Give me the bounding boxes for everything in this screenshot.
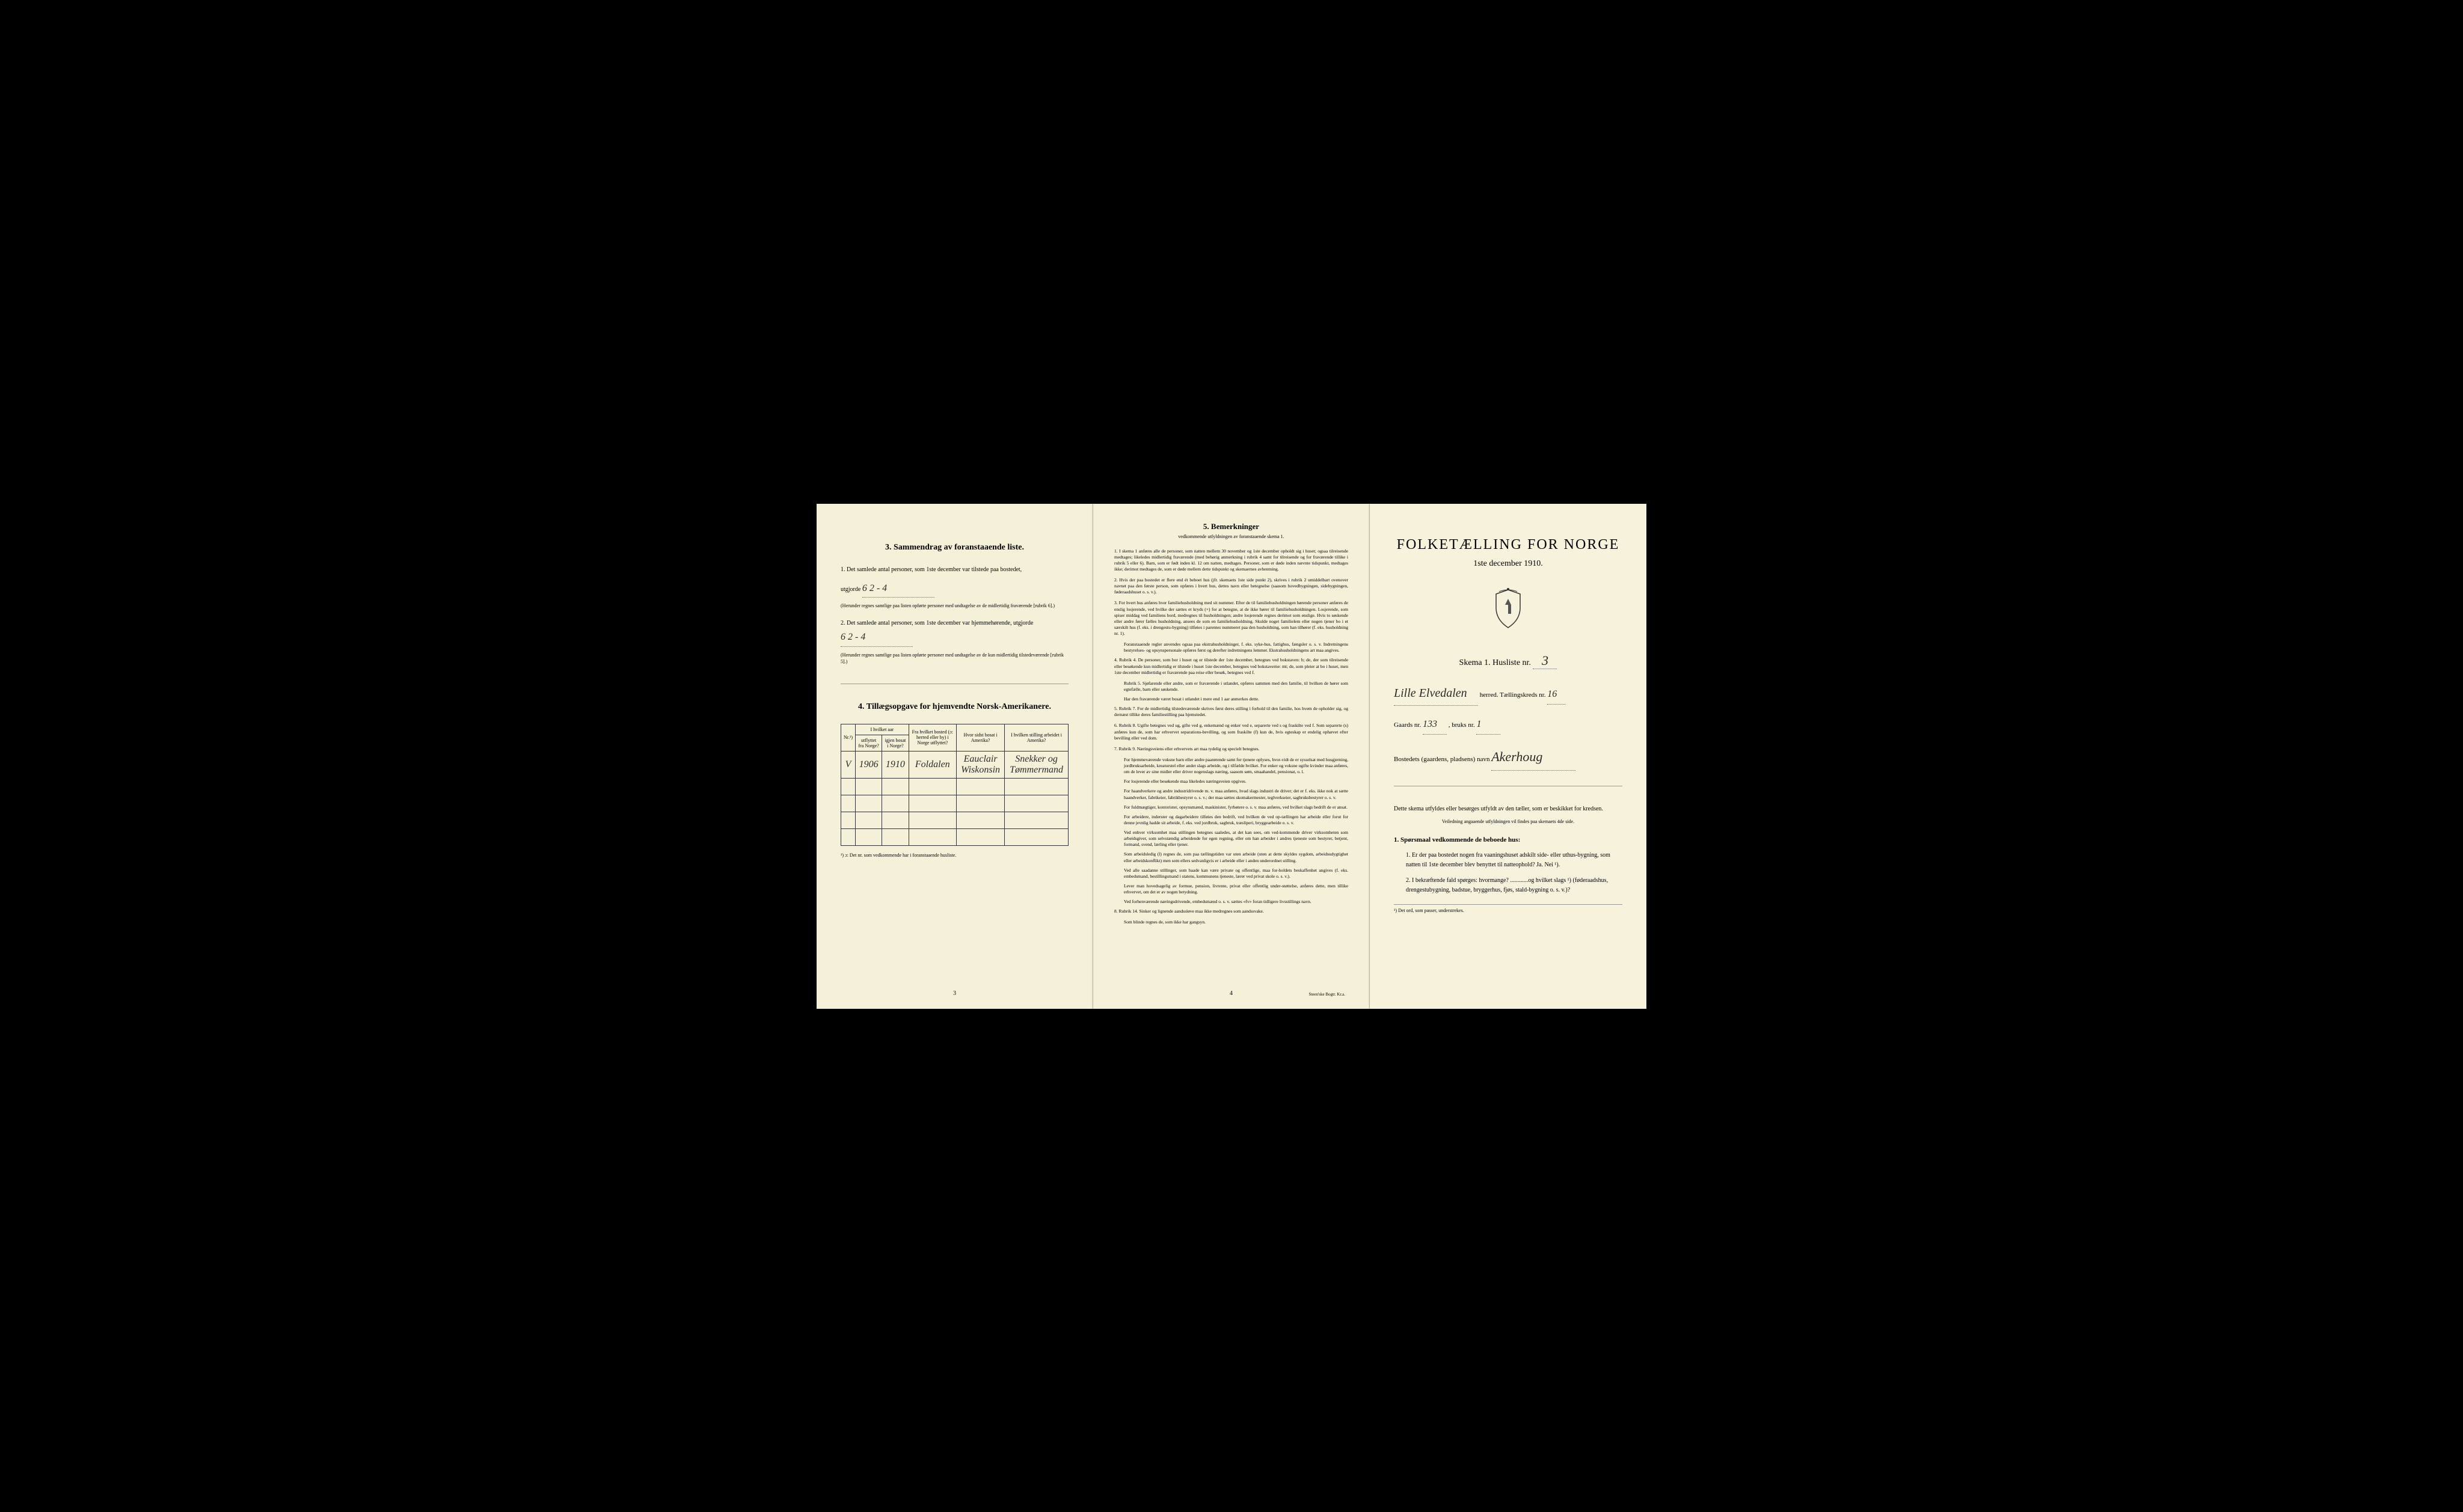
date-subtitle: 1ste december 1910. [1394, 559, 1622, 569]
item1-value: 6 2 - 4 [862, 580, 934, 598]
page-number-2: 4 [1230, 990, 1233, 997]
col-utflyttet: utflyttet fra Norge? [856, 735, 882, 751]
section3-item1: 1. Det samlede antal personer, som 1ste … [841, 565, 1069, 575]
bemerk-item: For hjemmeværende voksne barn eller andr… [1114, 757, 1348, 775]
instruction2: Veiledning angaaende utfyldningen vil fi… [1394, 819, 1622, 824]
bemerk-item: Rubrik 5. Sjøfarende eller andre, som er… [1114, 681, 1348, 693]
table-row [841, 812, 1069, 828]
cell-year2: 1910 [882, 751, 909, 778]
section4-footnote: ¹) ɔ: Det nr. som vedkommende har i fora… [841, 852, 1069, 859]
bosted-line: Bostedets (gaardens, pladsens) navn Aker… [1394, 744, 1622, 771]
main-title: FOLKETÆLLING FOR NORGE [1394, 537, 1622, 553]
bemerk-item: Har den fraværende været bosat i utlande… [1114, 696, 1348, 702]
crest-icon [1394, 587, 1622, 635]
col-bosted: Fra hvilket bosted (ɔ: herred eller by) … [909, 724, 956, 751]
page-number: 3 [953, 990, 956, 997]
gaards-line: Gaards nr. 133 , bruks nr. 1 [1394, 715, 1622, 735]
cell-bosted: Foldalen [909, 751, 956, 778]
table-row [841, 778, 1069, 795]
gaards-nr: 133 [1423, 715, 1447, 735]
section3-item2: 2. Det samlede antal personer, som 1ste … [841, 618, 1069, 647]
col-stilling: I hvilken stilling arbeidet i Amerika? [1005, 724, 1069, 751]
herred-line: Lille Elvedalen herred. Tællingskreds nr… [1394, 681, 1622, 706]
table-row: V 1906 1910 Foldalen Eauclair Wiskonsin … [841, 751, 1069, 778]
bemerk-item: Ved enhver virksomhet maa stillingen bet… [1114, 830, 1348, 848]
question-1: 1. Er der paa bostedet nogen fra vaaning… [1394, 851, 1622, 870]
bemerk-item: Ved alle saadanne stillinger, som baade … [1114, 868, 1348, 880]
cell-year1: 1906 [856, 751, 882, 778]
bosted-value: Akerhoug [1491, 744, 1575, 771]
page-middle: 5. Bemerkninger vedkommende utfyldningen… [1093, 504, 1370, 1009]
instruction1: Dette skema utfyldes eller besørges utfy… [1394, 804, 1622, 814]
item1-value-line: utgjorde 6 2 - 4 [841, 580, 1069, 598]
table-row [841, 828, 1069, 845]
footnote-p3: ¹) Det ord, som passer, understrekes. [1394, 904, 1622, 913]
cell-hvor: Eauclair Wiskonsin [956, 751, 1004, 778]
bemerk-item: 5. Rubrik 7. For de midlertidig tilstede… [1114, 706, 1348, 718]
bemerk-item: Lever man hovedsagelig av formue, pensio… [1114, 883, 1348, 895]
bruks-nr: 1 [1476, 715, 1500, 735]
page-right: FOLKETÆLLING FOR NORGE 1ste december 191… [1370, 504, 1646, 1009]
bemerk-item: For fuldmægtiger, kontorister, opsynsmæn… [1114, 804, 1348, 810]
bemerk-item: 1. I skema 1 anføres alle de personer, s… [1114, 548, 1348, 573]
bemerk-item: 3. For hvert hus anføres hver familiehus… [1114, 600, 1348, 637]
col-hvor: Hvor sidst bosat i Amerika? [956, 724, 1004, 751]
bemerk-item: Som blinde regnes de, som ikke har gangs… [1114, 919, 1348, 925]
section4-table: Nr.¹) I hvilket aar Fra hvilket bosted (… [841, 724, 1069, 846]
herred-value: Lille Elvedalen [1394, 681, 1478, 706]
bemerk-item: Foranstaaende regler anvendes ogsaa paa … [1114, 641, 1348, 653]
page-left: 3. Sammendrag av foranstaaende liste. 1.… [817, 504, 1093, 1009]
bemerk-sub: vedkommende utfyldningen av foranstaaend… [1114, 534, 1348, 539]
item2-note: (Herunder regnes samtlige paa listen opf… [841, 652, 1069, 665]
bosted-label: Bostedets (gaardens, pladsens) navn [1394, 756, 1489, 763]
question-heading: 1. Spørsmaal vedkommende de beboede hus: [1394, 836, 1622, 843]
husliste-nr: 3 [1533, 653, 1557, 669]
herred-label: herred. Tællingskreds nr. [1480, 691, 1546, 699]
bemerk-item: Ved forhenværende næringsdrivende, embed… [1114, 899, 1348, 905]
col-nr: Nr.¹) [841, 724, 856, 751]
bemerk-heading: 5. Bemerkninger [1114, 522, 1348, 531]
item2-value: 6 2 - 4 [841, 629, 913, 647]
cell-stilling: Snekker og Tømmermand [1005, 751, 1069, 778]
bemerk-item: For haandverkere og andre industridriven… [1114, 788, 1348, 800]
skema-label: Skema 1. Husliste nr. [1459, 658, 1531, 667]
bemerk-item: 6. Rubrik 8. Ugifte betegnes ved ug, gif… [1114, 723, 1348, 741]
item1-note: (Herunder regnes samtlige paa listen opf… [841, 602, 1069, 609]
bemerk-item: 7. Rubrik 9. Næringsveiens eller erhverv… [1114, 746, 1348, 752]
utgjorde-label: utgjorde [841, 586, 860, 593]
table-row [841, 795, 1069, 812]
cell-nr: V [841, 751, 856, 778]
col-igjen: igjen bosat i Norge? [882, 735, 909, 751]
kreds-nr: 16 [1547, 685, 1565, 705]
bemerk-item: 4. Rubrik 4. De personer, som bor i huse… [1114, 657, 1348, 675]
printer-mark: Steen'ske Bogtr. Kr.a. [1308, 992, 1345, 997]
skema-line: Skema 1. Husliste nr. 3 [1394, 653, 1622, 669]
gaards-label: Gaards nr. [1394, 721, 1421, 729]
bemerk-items-container: 1. I skema 1 anføres alle de personer, s… [1114, 548, 1348, 926]
item2-text: 2. Det samlede antal personer, som 1ste … [841, 620, 1033, 626]
bruks-label: , bruks nr. [1449, 721, 1475, 729]
bemerk-item: For arbeidere, inderster og dagarbeidere… [1114, 814, 1348, 826]
bemerk-item: For losjerende eller besøkende maa likel… [1114, 779, 1348, 785]
document-container: 3. Sammendrag av foranstaaende liste. 1.… [817, 504, 1646, 1009]
section3-heading: 3. Sammendrag av foranstaaende liste. [841, 543, 1069, 552]
bemerk-item: 2. Hvis der paa bostedet er flere end ét… [1114, 577, 1348, 595]
item1-text: 1. Det samlede antal personer, som 1ste … [841, 566, 1022, 573]
col-year-header: I hvilket aar [856, 724, 909, 735]
question-2: 2. I bekræftende fald spørges: hvormange… [1394, 876, 1622, 895]
section4-heading: 4. Tillægsopgave for hjemvendte Norsk-Am… [841, 702, 1069, 712]
bemerk-item: Som arbeidsledig (l) regnes de, som paa … [1114, 851, 1348, 863]
bemerk-item: 8. Rubrik 14. Sinker og lignende aandssl… [1114, 908, 1348, 914]
